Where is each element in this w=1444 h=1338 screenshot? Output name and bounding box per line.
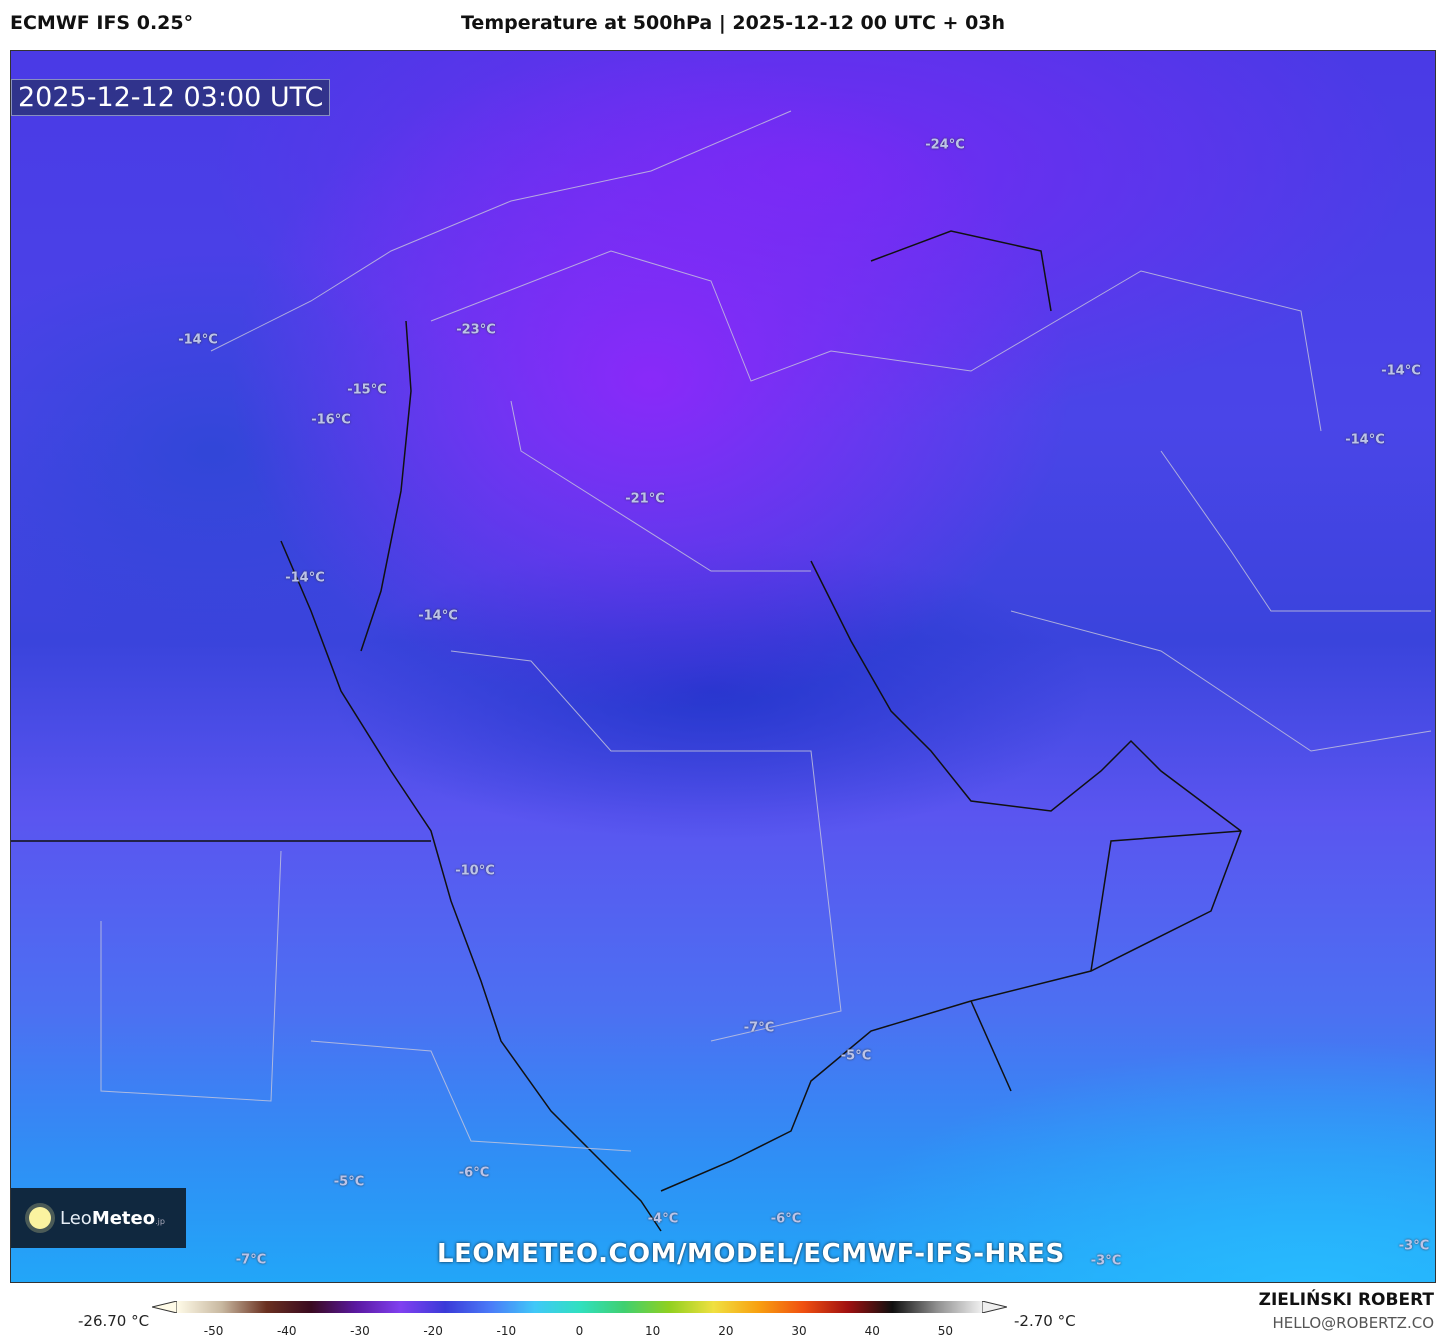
temperature-label: -16°C [311, 412, 351, 428]
colorbar-gradient [177, 1301, 982, 1313]
colorbar-tick: 50 [937, 1324, 954, 1338]
colorbar-tick: -40 [276, 1324, 297, 1338]
author-email[interactable]: HELLO@ROBERTZ.CO [1272, 1314, 1434, 1332]
sun-icon [29, 1207, 51, 1229]
temperature-label: -3°C [1398, 1238, 1430, 1254]
colorbar-min-extension [152, 1301, 178, 1313]
logo-text-leo: Leo [60, 1207, 92, 1229]
colorbar-tick: 0 [575, 1324, 584, 1338]
valid-time-stamp: 2025-12-12 03:00 UTC [11, 79, 331, 116]
colorbar-max-extension [981, 1301, 1007, 1313]
colorbar-tick: 10 [645, 1324, 661, 1338]
colorbar-tick: -30 [350, 1324, 370, 1338]
temperature-label: -7°C [235, 1252, 267, 1268]
temperature-map[interactable]: -24°C -23°C -14°C -15°C -16°C -14°C -14°C -21°C… [10, 50, 1436, 1283]
logo-text-meteo: Meteo [91, 1207, 156, 1229]
temperature-label: -5°C [333, 1174, 365, 1190]
temperature-label: -15°C [347, 382, 387, 398]
colorbar [152, 1301, 1007, 1313]
colorbar-tick: 40 [864, 1324, 880, 1338]
temperature-label: -14°C [418, 608, 458, 624]
watermark-url: LEOMETEO.COM/MODEL/ECMWF-IFS-HRES [437, 1239, 1065, 1269]
temperature-label: -10°C [455, 863, 495, 879]
legend-min: -26.70 °C [78, 1312, 150, 1330]
temperature-label: -6°C [770, 1211, 802, 1227]
temperature-label: -6°C [458, 1165, 490, 1181]
temperature-label: -21°C [625, 491, 665, 507]
colorbar-tick: -50 [203, 1324, 224, 1338]
temperature-label: -7°C [743, 1020, 775, 1036]
temperature-label: -14°C [285, 570, 325, 586]
temperature-label: -3°C [1090, 1253, 1122, 1269]
temperature-label: -5°C [840, 1048, 872, 1064]
colorbar-tick: -10 [496, 1324, 517, 1338]
temperature-label: -23°C [456, 322, 496, 338]
colorbar-tick: 30 [791, 1324, 807, 1338]
temperature-label: -24°C [925, 137, 965, 153]
temperature-label: -14°C [1381, 363, 1421, 379]
map-title: Temperature at 500hPa | 2025-12-12 00 UT… [461, 12, 1006, 34]
logo-text-suffix: .jp [155, 1216, 165, 1226]
model-name: ECMWF IFS 0.25° [10, 12, 194, 34]
legend-max: -2.70 °C [1014, 1312, 1076, 1330]
author-name: ZIELIŃSKI ROBERT [1258, 1290, 1434, 1310]
leometeo-logo[interactable]: Leo Meteo .jp [11, 1188, 186, 1248]
temperature-label: -14°C [178, 332, 218, 348]
temperature-label: -14°C [1345, 432, 1385, 448]
colorbar-tick: -20 [423, 1324, 443, 1338]
colorbar-tick: 20 [718, 1324, 734, 1338]
borders-overlay [11, 110, 1432, 1232]
temperature-label: -4°C [647, 1211, 679, 1227]
